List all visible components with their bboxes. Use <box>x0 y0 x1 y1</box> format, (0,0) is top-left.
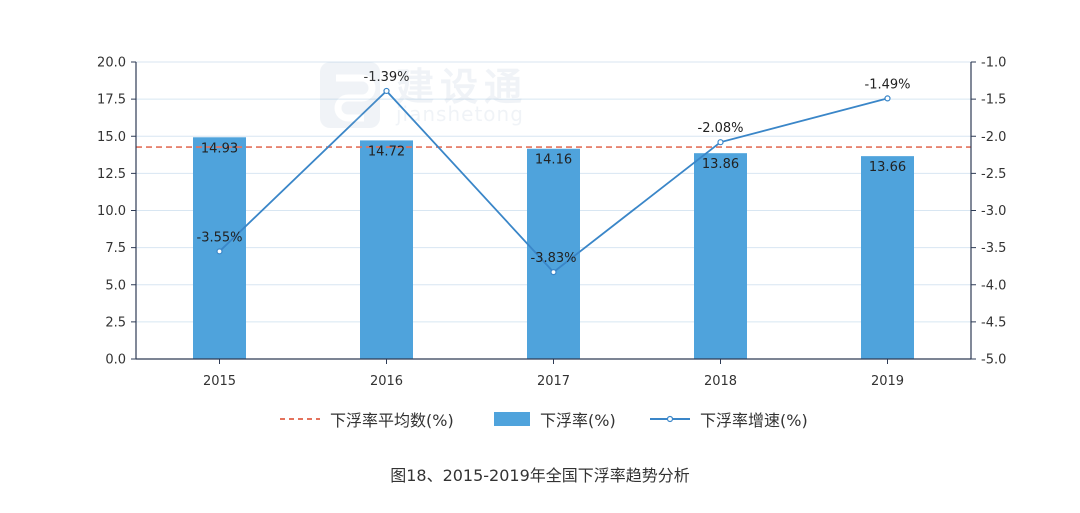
x-tick-label: 2017 <box>537 374 570 389</box>
line-point <box>717 139 724 146</box>
bar-value-label: 14.16 <box>535 153 572 168</box>
left-tick-label: 20.0 <box>97 56 126 71</box>
right-tick-label: -3.0 <box>981 204 1006 219</box>
legend-label-bar: 下浮率(%) <box>540 411 616 430</box>
left-tick-label: 2.5 <box>105 315 126 330</box>
right-tick-label: -3.5 <box>981 241 1006 256</box>
right-tick-label: -5.0 <box>981 353 1006 368</box>
x-tick-label: 2018 <box>704 374 737 389</box>
line-point <box>216 248 223 255</box>
legend: 下浮率平均数(%) 下浮率(%) 下浮率增速(%) <box>0 404 1080 434</box>
left-tick-label: 5.0 <box>105 278 126 293</box>
line-value-label: -3.55% <box>197 230 243 245</box>
bar <box>193 137 246 359</box>
line-point <box>383 87 390 95</box>
line-value-label: -3.83% <box>531 251 577 266</box>
right-tick-label: -1.5 <box>981 93 1006 108</box>
bar-value-label: 13.86 <box>702 157 739 172</box>
legend-item-bar[interactable]: 下浮率(%) <box>494 404 616 434</box>
bar-value-label: 14.72 <box>368 144 405 159</box>
right-tick-label: -2.5 <box>981 167 1006 182</box>
right-tick-label: -4.5 <box>981 315 1006 330</box>
legend-label-average: 下浮率平均数(%) <box>330 411 454 430</box>
bar <box>694 153 747 359</box>
left-tick-label: 17.5 <box>97 93 126 108</box>
x-tick-label: 2016 <box>370 374 403 389</box>
right-tick-label: -4.0 <box>981 278 1006 293</box>
watermark-logo-icon <box>320 62 380 128</box>
watermark-subtext: jianshetong <box>396 102 524 126</box>
legend-item-average[interactable]: 下浮率平均数(%) <box>280 404 454 434</box>
x-tick-label: 2015 <box>203 374 236 389</box>
left-tick-label: 7.5 <box>105 241 126 256</box>
left-tick-label: 0.0 <box>105 353 126 368</box>
right-tick-label: -2.0 <box>981 130 1006 145</box>
left-tick-label: 15.0 <box>97 130 126 145</box>
line-value-label: -1.39% <box>364 70 410 85</box>
x-tick-label: 2019 <box>871 374 904 389</box>
figure-caption: 图18、2015-2019年全国下浮率趋势分析 <box>390 466 690 485</box>
bar-value-label: 14.93 <box>201 141 238 156</box>
left-tick-label: 10.0 <box>97 204 126 219</box>
legend-label-line: 下浮率增速(%) <box>700 411 808 430</box>
dashed-line-icon <box>280 418 320 420</box>
line-point <box>884 95 891 102</box>
legend-item-line[interactable]: 下浮率增速(%) <box>650 404 808 434</box>
watermark: 建设通 jianshetong <box>318 56 578 134</box>
line-value-label: -1.49% <box>865 77 911 92</box>
line-marker-icon <box>650 415 690 423</box>
bar <box>360 140 413 359</box>
bar-swatch-icon <box>494 412 530 426</box>
bar-value-label: 13.66 <box>869 160 906 175</box>
line-point <box>550 269 557 276</box>
right-tick-label: -1.0 <box>981 56 1006 71</box>
line-value-label: -2.08% <box>698 121 744 136</box>
left-tick-label: 12.5 <box>97 167 126 182</box>
chart: 14.93 14.72 14.16 13.86 13.66 -3.55% -1.39% -3.… <box>97 56 1006 390</box>
bar <box>861 156 914 359</box>
watermark-text: 建设通 <box>396 65 529 109</box>
